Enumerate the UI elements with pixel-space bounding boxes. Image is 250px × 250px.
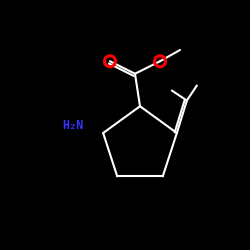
Text: H₂N: H₂N xyxy=(62,119,83,132)
